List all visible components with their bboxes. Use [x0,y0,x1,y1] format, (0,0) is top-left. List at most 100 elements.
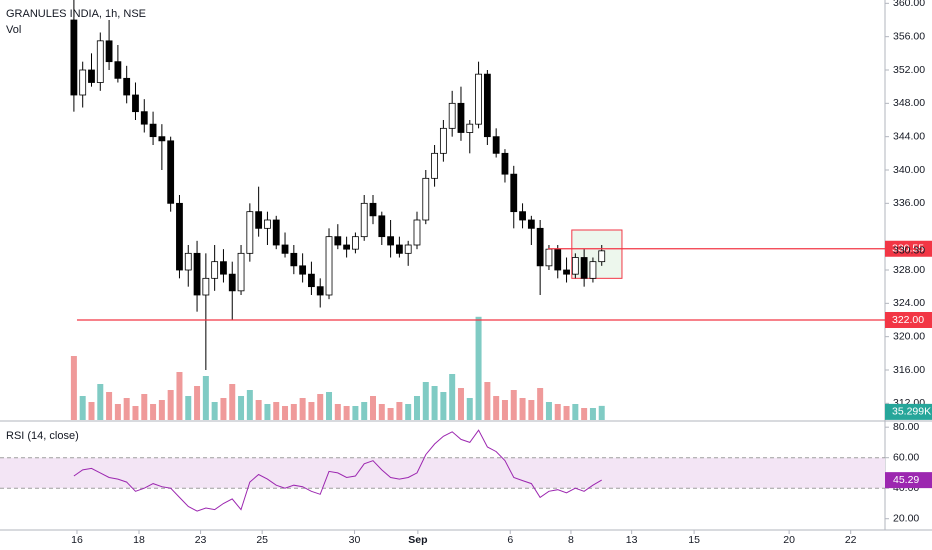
candle-body [264,219,271,229]
candle-body [158,136,166,142]
candle-body [132,94,139,113]
y-tick-label: 360.00 [893,0,925,9]
x-tick-label: 18 [133,534,145,546]
candle-body [228,273,236,292]
volume-bar [176,372,183,420]
volume-bar [114,404,121,420]
volume-bar [158,400,165,420]
range-box [571,229,623,279]
volume-bar [334,404,341,420]
candle-body [545,248,553,267]
candle-body [79,69,87,96]
rsi-band [0,457,885,489]
candle-body [404,244,412,254]
candle-body [140,111,148,125]
candle-body [149,123,157,138]
candle-body [105,40,113,63]
candle-body [536,227,544,267]
candle-body [193,252,201,296]
x-tick-label: 23 [195,534,207,546]
volume-bar [563,406,570,420]
candle-body [466,123,474,133]
y-tick-label: 328.00 [893,264,925,276]
candle-body [378,215,386,238]
volume-bar [132,406,139,420]
x-tick-label: 15 [688,534,700,546]
candle-body [281,244,289,254]
volume-bar [537,388,544,420]
candle-body [360,202,368,238]
candle-body [202,277,210,296]
candle-body [571,257,579,275]
rsi-badge-label: 45.29 [893,474,919,486]
y-tick-label: 60.00 [893,451,919,463]
volume-bar [413,396,420,420]
volume-bar [396,402,403,420]
volume-bar [282,406,289,420]
candle-body [598,250,606,263]
chart-title: GRANULES INDIA, 1h, NSE [6,8,146,20]
rsi-badge [885,472,932,489]
rsi-title: RSI (14, close) [6,430,79,442]
candle-body [88,69,95,83]
x-tick-label: 20 [783,534,795,546]
candle-body [387,236,394,246]
volume-bar [202,376,209,420]
y-tick-label: 356.00 [893,30,925,42]
volume-bar [352,406,359,420]
horizontal-line-label: 330.55 [892,243,924,255]
volume-bar [264,404,271,420]
volume-bar [387,408,394,420]
volume-bar [299,398,306,420]
x-tick-label: 25 [256,534,268,546]
candle-body [563,269,570,275]
volume-badge-label: 35.299K [892,406,931,418]
last-price-label: 330.30 [893,245,925,257]
candle-body [308,273,315,288]
x-tick-label: 30 [349,534,361,546]
candle-body [334,236,342,246]
horizontal-line-badge [885,240,932,257]
candle-body [316,286,324,296]
volume-badge [885,403,932,420]
y-tick-label: 348.00 [893,97,925,109]
y-tick-label: 20.00 [893,512,919,524]
volume-bar [440,392,447,420]
candle-body [325,236,333,296]
volume-bar [273,402,280,420]
candle-body [237,252,245,292]
candle-body [343,244,351,250]
volume-bar [185,396,192,420]
y-tick-label: 324.00 [893,297,925,309]
volume-bar [308,402,315,420]
y-tick-label: 80.00 [893,421,919,433]
volume-bar [422,382,429,420]
volume-bar [528,400,535,420]
y-tick-label: 352.00 [893,64,925,76]
volume-bar [229,384,236,420]
volume-bar [150,404,157,420]
candle-body [554,248,562,271]
candle-body [220,261,227,275]
volume-title: Vol [6,24,21,36]
candle-body [299,265,307,275]
volume-bar [70,356,77,420]
volume-bar [238,396,245,420]
candle-body [96,40,104,83]
volume-bar [167,390,174,420]
volume-bar [378,404,385,420]
volume-bar [106,392,113,420]
x-tick-label: 8 [568,534,574,546]
volume-bar [598,405,605,420]
candle-body [439,127,447,154]
volume-bar [510,390,517,420]
candle-body [272,219,280,246]
candle-body [369,202,377,217]
volume-bar [211,402,218,420]
volume-bar [431,386,438,420]
candle-body [290,252,298,267]
volume-bar [220,398,227,420]
volume-bar [361,402,368,420]
y-tick-label: 336.00 [893,197,925,209]
